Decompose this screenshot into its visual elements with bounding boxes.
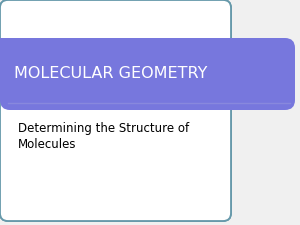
Bar (0, 48, 25, 100)
FancyBboxPatch shape (0, 0, 231, 221)
Text: Determining the Structure of: Determining the Structure of (18, 122, 189, 135)
Text: MOLECULAR GEOMETRY: MOLECULAR GEOMETRY (14, 67, 207, 81)
Bar (0, 38, 25, 58)
Text: Molecules: Molecules (18, 138, 76, 151)
FancyBboxPatch shape (0, 0, 231, 221)
FancyBboxPatch shape (0, 38, 295, 110)
